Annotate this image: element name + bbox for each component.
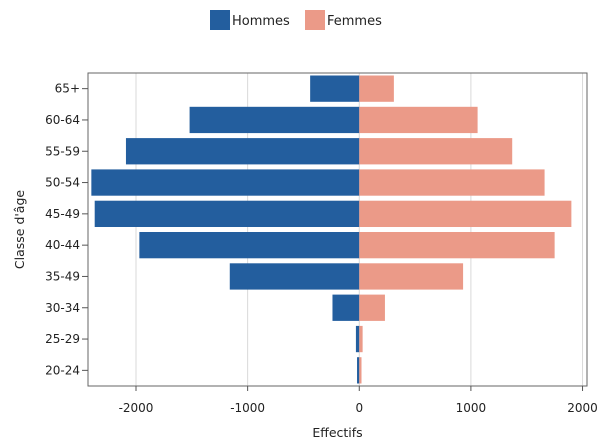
bar-femmes-25-29 — [359, 325, 363, 353]
legend-label-hommes: Hommes — [232, 14, 290, 29]
x-axis-label: Effectifs — [312, 425, 362, 440]
bar-femmes-50-54 — [359, 169, 545, 196]
legend: Hommes Femmes — [210, 10, 382, 30]
bar-femmes-60-64 — [359, 106, 478, 134]
y-tick-label: 25-29 — [45, 332, 80, 346]
x-tick-label: -1000 — [230, 401, 265, 415]
y-tick-label: 60-64 — [45, 113, 80, 127]
x-tick-label: -2000 — [119, 401, 154, 415]
legend-swatch-femmes — [305, 10, 325, 30]
bars — [91, 75, 572, 384]
bar-femmes-65+ — [359, 75, 394, 102]
x-tick-label: 2000 — [567, 401, 598, 415]
bar-femmes-30-34 — [359, 294, 385, 321]
bar-hommes-25-29 — [355, 325, 360, 353]
bar-femmes-55-59 — [359, 138, 513, 165]
bar-hommes-20-24 — [357, 357, 360, 384]
bar-femmes-40-44 — [359, 232, 555, 259]
y-axis: 65+ 60-64 55-59 50-54 45-49 40-44 35-49 30-34 25… — [45, 82, 88, 377]
y-tick-label: 40-44 — [45, 238, 80, 252]
y-tick-label: 50-54 — [45, 176, 80, 190]
bar-hommes-45-49 — [94, 200, 360, 227]
bar-hommes-30-34 — [332, 294, 360, 321]
x-axis: -2000 -1000 0 1000 2000 — [119, 386, 598, 415]
y-tick-label: 45-49 — [45, 207, 80, 221]
bar-femmes-35-49 — [359, 263, 464, 290]
bar-femmes-20-24 — [359, 357, 362, 384]
y-tick-label: 35-49 — [45, 269, 80, 283]
bar-hommes-40-44 — [139, 232, 360, 259]
bar-femmes-45-49 — [359, 200, 572, 227]
bar-hommes-65+ — [310, 75, 360, 102]
bar-hommes-35-49 — [229, 263, 360, 290]
bar-hommes-55-59 — [125, 138, 360, 165]
bar-hommes-50-54 — [91, 169, 360, 196]
y-tick-label: 20-24 — [45, 363, 80, 377]
y-tick-label: 30-34 — [45, 301, 80, 315]
y-axis-label: Classe d'âge — [12, 190, 27, 270]
bar-hommes-60-64 — [189, 106, 360, 134]
x-tick-label: 1000 — [456, 401, 487, 415]
y-tick-label: 55-59 — [45, 144, 80, 158]
legend-label-femmes: Femmes — [327, 14, 382, 29]
plot-frame — [87, 72, 588, 387]
x-tick-label: 0 — [355, 401, 363, 415]
y-tick-label: 65+ — [55, 82, 80, 96]
legend-swatch-hommes — [210, 10, 230, 30]
